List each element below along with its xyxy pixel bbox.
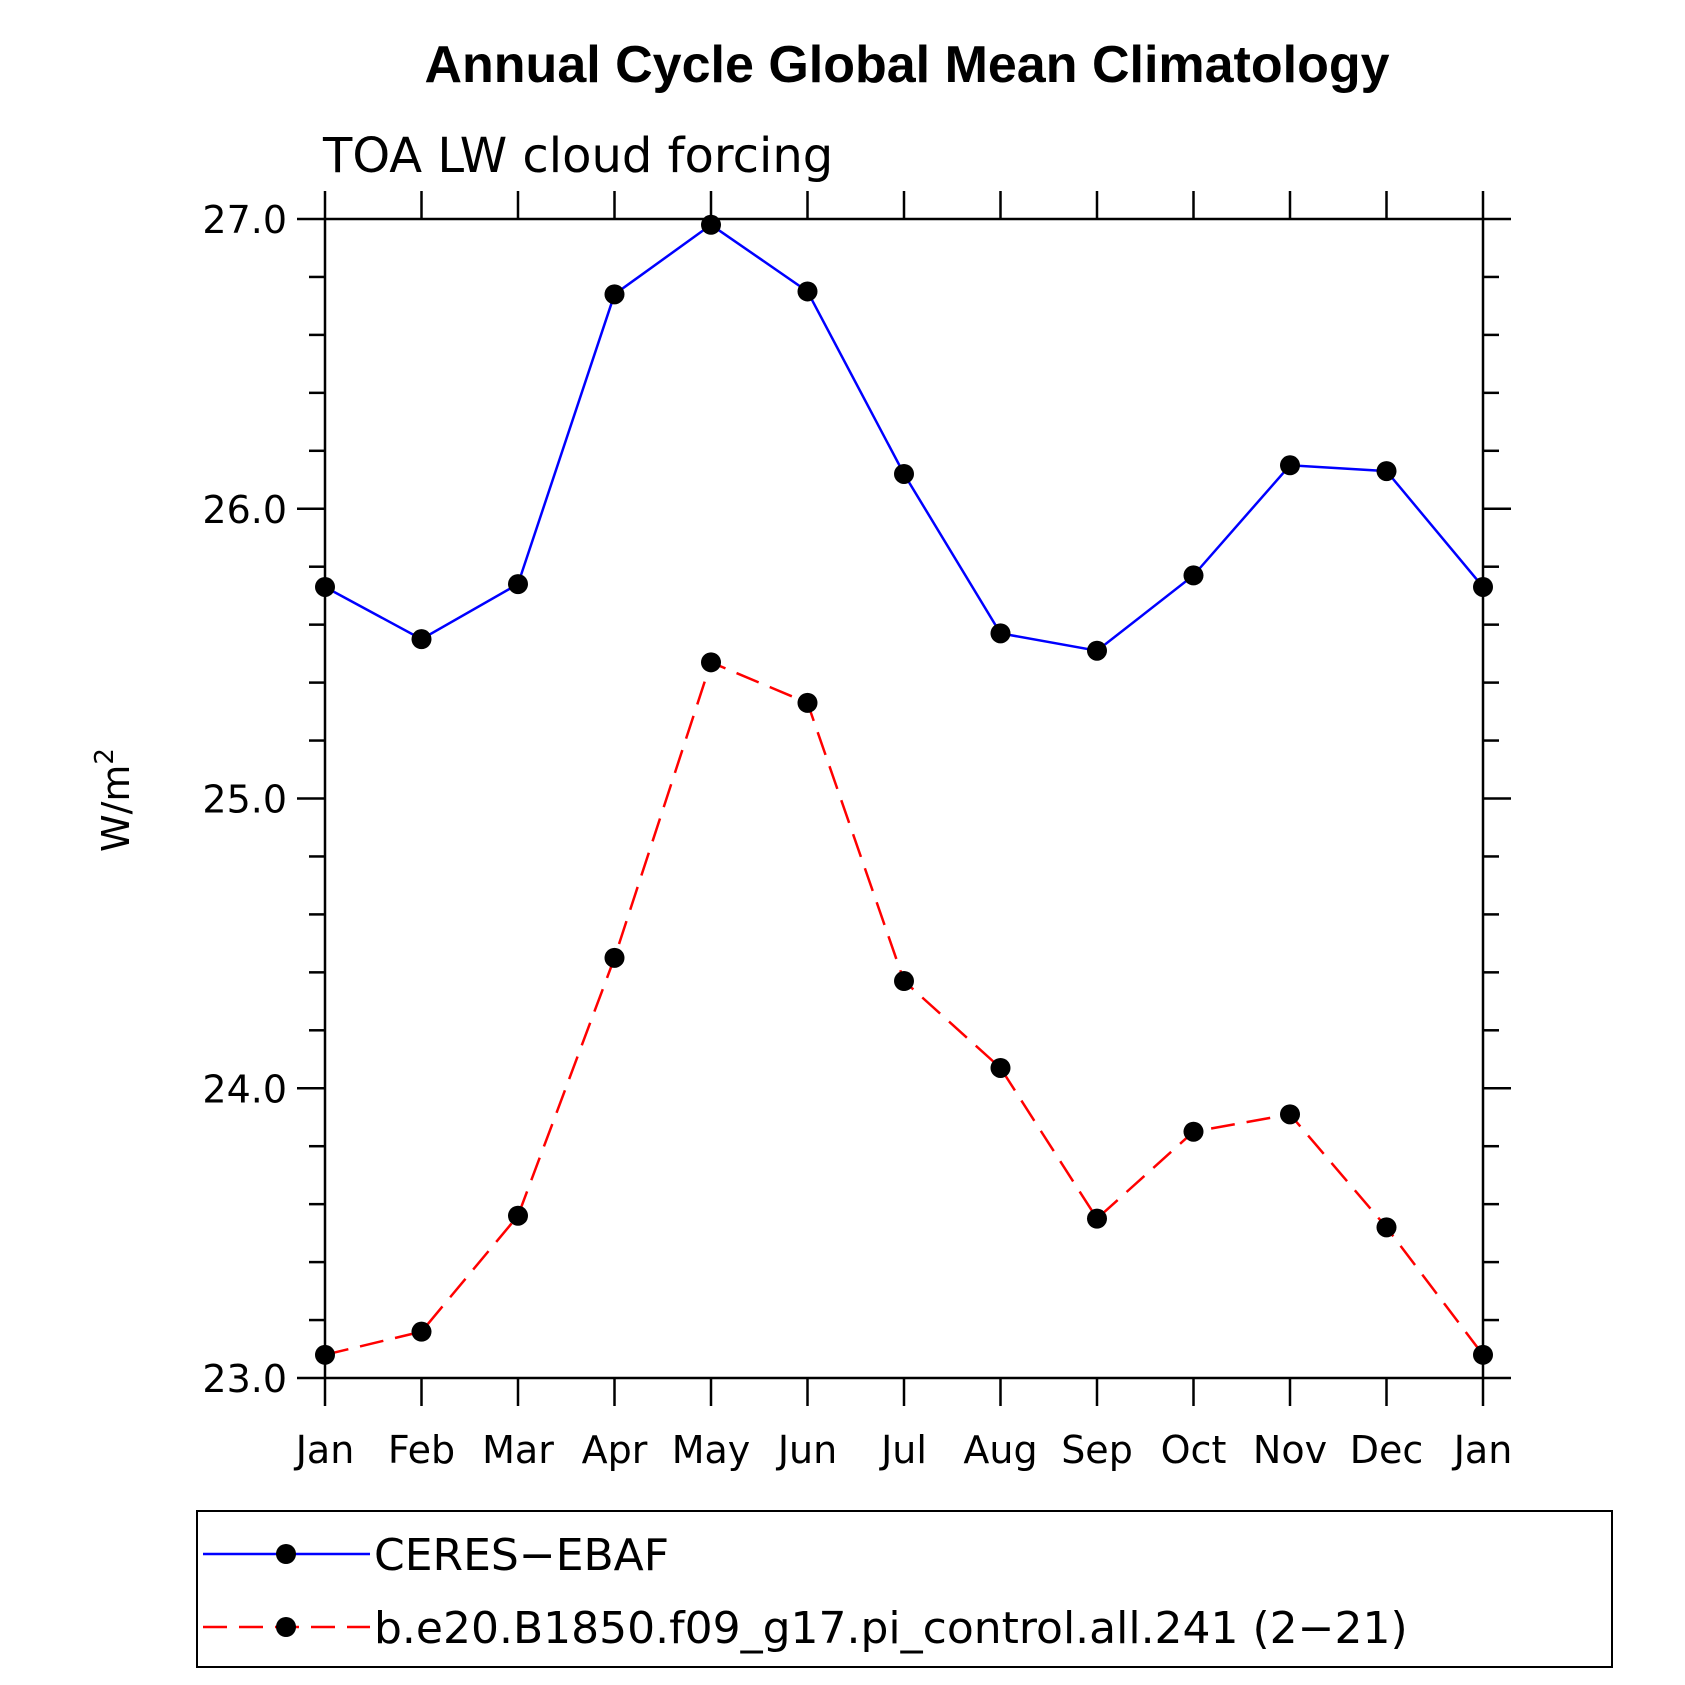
data-point-0: [990, 623, 1011, 644]
data-point-0: [701, 214, 721, 235]
data-point-0: [1087, 640, 1107, 661]
data-point-1: [604, 947, 625, 968]
axis-ticks: [297, 191, 1511, 1406]
data-point-0: [508, 574, 528, 595]
x-tick-label: Aug: [963, 1428, 1037, 1472]
chart-title: Annual Cycle Global Mean Climatology: [424, 36, 1389, 94]
data-point-0: [894, 463, 914, 484]
data-point-1: [701, 652, 721, 673]
data-point-0: [1183, 565, 1204, 586]
x-tick-label: Jul: [879, 1428, 927, 1472]
data-point-1: [990, 1057, 1011, 1078]
data-point-0: [604, 284, 625, 305]
data-point-0: [1376, 461, 1397, 482]
series-lines: [324, 223, 1484, 1357]
legend-label-model: b.e20.B1850.f09_g17.pi_control.all.241 (…: [374, 1603, 1408, 1654]
data-point-0: [797, 281, 818, 302]
x-tick-label: May: [672, 1428, 751, 1472]
y-tick-label: 23.0: [202, 1357, 287, 1401]
data-point-1: [508, 1205, 528, 1226]
x-tick-label: Jan: [1452, 1428, 1513, 1472]
y-axis-label-superscript: 2: [90, 748, 120, 765]
y-tick-label: 27.0: [202, 198, 287, 242]
x-tick-label: Nov: [1253, 1428, 1327, 1472]
data-point-1: [1473, 1344, 1493, 1365]
y-axis-label: W/m2: [90, 748, 138, 852]
data-point-1: [411, 1321, 432, 1342]
x-tick-label: Jun: [776, 1428, 837, 1472]
x-tick-label: Oct: [1161, 1428, 1227, 1472]
data-point-1: [1183, 1121, 1204, 1142]
y-tick-label: 25.0: [202, 778, 287, 822]
series-line-1: [324, 660, 1484, 1357]
data-point-1: [1087, 1208, 1107, 1229]
legend: CERES−EBAF b.e20.B1850.f09_g17.pi_contro…: [196, 1510, 1613, 1668]
data-point-1: [315, 1344, 335, 1365]
y-tick-labels: 23.0 24.0 25.0 26.0 27.0: [202, 198, 287, 1401]
data-point-1: [894, 971, 914, 992]
series-markers: [315, 214, 1493, 1365]
plot-frame: [323, 217, 1485, 1380]
data-point-0: [1473, 576, 1493, 597]
data-point-1: [1280, 1104, 1300, 1125]
legend-frame: [196, 1510, 1613, 1668]
y-tick-label: 26.0: [202, 488, 287, 532]
chart-subtitle: TOA LW cloud forcing: [322, 128, 833, 184]
x-tick-label: Mar: [482, 1428, 554, 1472]
y-axis-label-text: W/m: [94, 765, 138, 852]
x-tick-labels: Jan Feb Mar Apr May Jun Jul Aug Sep Oct Nov Dec Jan: [294, 1428, 1513, 1472]
x-tick-label: Sep: [1061, 1428, 1133, 1472]
data-point-1: [1376, 1217, 1397, 1238]
series-line-0: [324, 223, 1484, 653]
data-point-0: [315, 576, 335, 597]
legend-marker-ceres: [276, 1544, 296, 1564]
data-point-0: [1280, 455, 1300, 476]
legend-marker-model: [276, 1617, 296, 1637]
data-point-1: [797, 692, 818, 713]
x-tick-label: Dec: [1350, 1428, 1424, 1472]
x-tick-label: Jan: [294, 1428, 355, 1472]
x-tick-label: Apr: [582, 1428, 648, 1472]
x-tick-label: Feb: [388, 1428, 455, 1472]
data-point-0: [411, 629, 432, 650]
y-tick-label: 24.0: [202, 1067, 287, 1111]
legend-label-ceres: CERES−EBAF: [374, 1530, 669, 1581]
